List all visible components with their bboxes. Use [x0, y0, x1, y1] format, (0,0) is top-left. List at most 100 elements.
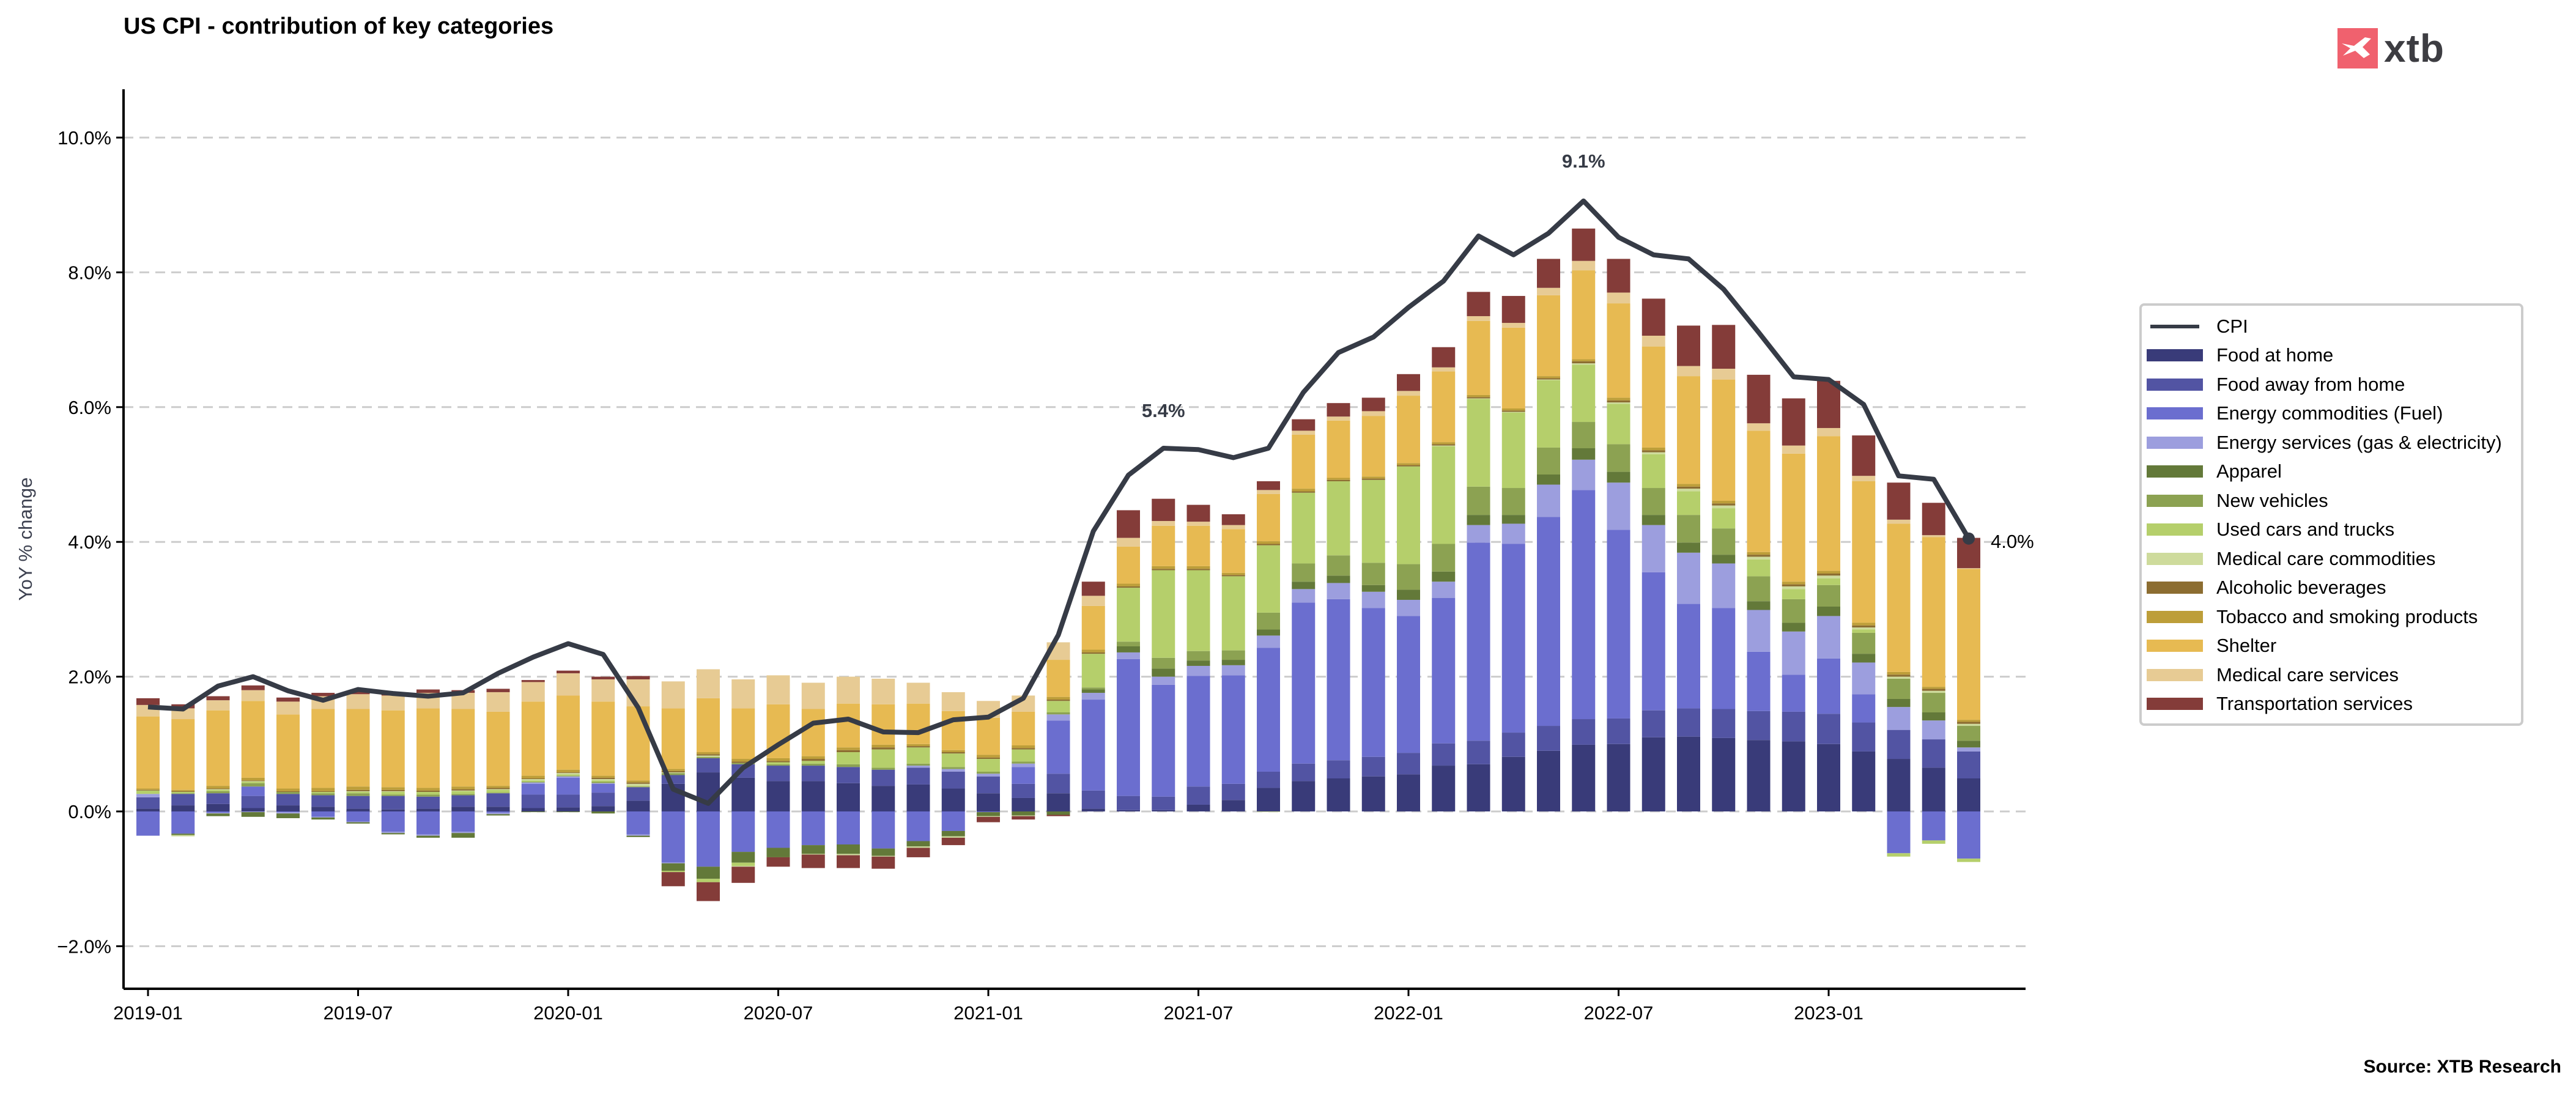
bar-segment	[1887, 853, 1911, 857]
bar-segment	[451, 709, 475, 787]
bar-segment	[171, 719, 195, 790]
bar-segment	[1152, 657, 1175, 669]
bar-segment	[276, 697, 300, 702]
legend: CPI Food at home Food away from home Energy…	[2139, 303, 2523, 726]
bar-segment	[206, 803, 230, 811]
bar-segment	[1782, 582, 1805, 585]
bar-segment	[731, 852, 755, 863]
bar-segment	[1152, 569, 1175, 571]
bar-segment	[521, 811, 545, 813]
bar-segment	[1501, 327, 1525, 409]
bar-segment	[1537, 376, 1560, 379]
bar-segment	[591, 783, 615, 784]
bar-segment	[941, 788, 965, 811]
bar-segment	[1012, 761, 1035, 764]
bar-segment	[766, 781, 790, 811]
bar-segment	[1117, 810, 1140, 811]
bar-segment	[311, 807, 335, 811]
legend-label: New vehicles	[2216, 489, 2328, 511]
bar-segment	[1887, 674, 1911, 677]
bar-segment	[1257, 771, 1280, 788]
bar-segment	[1397, 391, 1420, 396]
bar-segment	[801, 759, 825, 761]
bar-segment	[136, 811, 160, 836]
legend-color-swatch	[2147, 698, 2203, 711]
bar-segment	[872, 749, 895, 768]
bar-segment	[906, 846, 930, 848]
bar-segment	[1747, 576, 1771, 602]
bar-segment	[206, 700, 230, 711]
bar-segment	[1852, 625, 1876, 628]
bar-segment	[1152, 668, 1175, 677]
bar-segment	[1922, 739, 1945, 768]
bar-segment	[1817, 606, 1840, 616]
bar-segment	[977, 757, 1000, 759]
bar-segment	[1501, 412, 1525, 489]
bar-segment	[1257, 545, 1280, 613]
bar-segment	[451, 786, 475, 789]
bar-segment	[381, 789, 405, 791]
bar-segment	[1922, 689, 1945, 691]
bar-segment	[241, 808, 265, 811]
legend-color-swatch	[2147, 668, 2203, 681]
bar-segment	[1257, 544, 1280, 545]
bar-segment	[1046, 696, 1070, 700]
bar-segment	[136, 788, 160, 790]
bar-segment	[872, 704, 895, 745]
bar-segment	[416, 708, 440, 788]
bar-segment	[1677, 486, 1700, 489]
legend-line-swatch	[2150, 324, 2199, 328]
bar-segment	[521, 781, 545, 783]
bar-segment	[906, 784, 930, 811]
bar-segment	[416, 790, 440, 792]
xtb-logo-icon	[2337, 28, 2378, 68]
bar-segment	[837, 767, 860, 783]
bar-segment	[766, 766, 790, 781]
bar-segment	[1292, 489, 1316, 492]
bar-segment	[416, 794, 440, 797]
bar-segment	[626, 834, 650, 836]
bar-segment	[1607, 397, 1630, 401]
legend-item: Apparel	[2142, 457, 2521, 487]
bar-segment	[626, 811, 650, 835]
legend-item: Medical care commodities	[2142, 544, 2521, 574]
bar-segment	[1712, 555, 1736, 564]
x-tick-label: 2020-07	[744, 1002, 813, 1024]
bar-segment	[521, 775, 545, 779]
chart-title: US CPI - contribution of key categories	[124, 13, 554, 39]
bar-segment	[381, 833, 405, 835]
bar-segment	[697, 879, 720, 882]
bar-segment	[941, 767, 965, 769]
bar-segment	[661, 772, 685, 774]
bar-segment	[1852, 476, 1876, 482]
bar-segment	[801, 811, 825, 846]
legend-label: Energy commodities (Fuel)	[2216, 402, 2443, 424]
bar-segment	[661, 811, 685, 863]
bar-segment	[486, 813, 510, 814]
bar-segment	[1712, 737, 1736, 811]
bar-segment	[171, 794, 195, 806]
bar-segment	[206, 696, 230, 701]
bar-segment	[206, 791, 230, 794]
bar-segment	[557, 773, 580, 775]
bar-segment	[1327, 599, 1350, 761]
bar-segment	[1012, 816, 1035, 820]
bar-segment	[1817, 427, 1840, 437]
bar-segment	[1782, 586, 1805, 589]
bar-segment	[1046, 714, 1070, 721]
bar-segment	[1081, 808, 1105, 811]
bar-segment	[171, 791, 195, 792]
bar-segment	[311, 709, 335, 788]
bar-segment	[557, 769, 580, 773]
bar-segment	[1117, 586, 1140, 588]
bar-segment	[206, 786, 230, 789]
bar-segment	[1572, 448, 1596, 460]
legend-label: Energy services (gas & electricity)	[2216, 431, 2502, 453]
legend-item: New vehicles	[2142, 486, 2521, 515]
bar-segment	[171, 833, 195, 835]
bar-segment	[1957, 859, 1980, 862]
bar-segment	[591, 701, 615, 776]
bar-segment	[1537, 750, 1560, 811]
bar-segment	[906, 744, 930, 747]
bar-segment	[697, 866, 720, 879]
